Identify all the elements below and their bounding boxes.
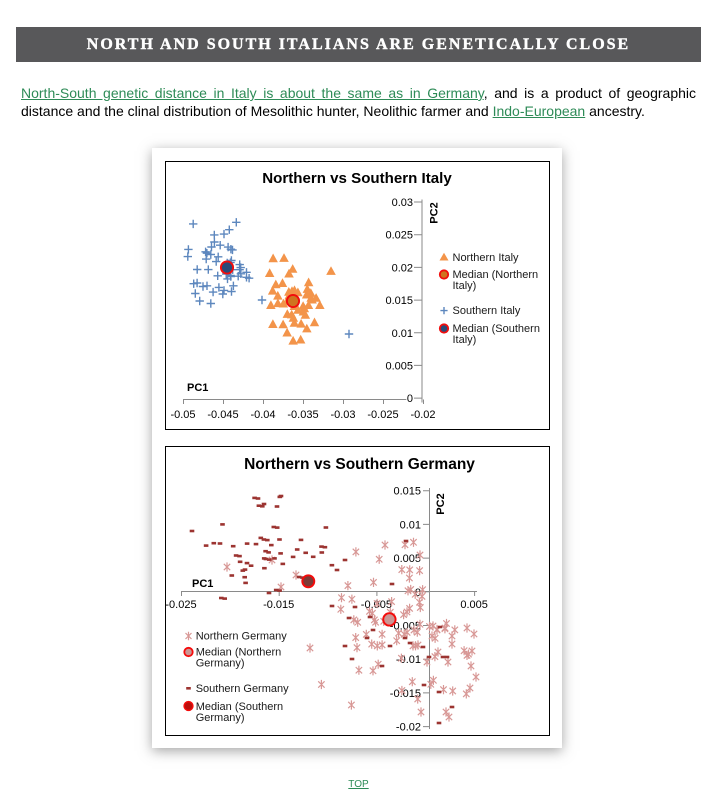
svg-text:0.005: 0.005 — [393, 553, 421, 565]
svg-text:0.025: 0.025 — [385, 230, 413, 242]
svg-text:0.005: 0.005 — [460, 599, 488, 611]
svg-text:PC1: PC1 — [187, 382, 208, 394]
svg-text:0: 0 — [407, 393, 413, 405]
svg-text:PC2: PC2 — [429, 202, 441, 223]
svg-text:Northern vs Southern Germany: Northern vs Southern Germany — [244, 456, 475, 473]
svg-text:Northern vs Southern Italy: Northern vs Southern Italy — [262, 170, 452, 187]
svg-text:0.015: 0.015 — [393, 486, 421, 498]
svg-text:Southern Germany: Southern Germany — [196, 683, 289, 695]
svg-text:-0.015: -0.015 — [263, 599, 294, 611]
svg-text:-0.02: -0.02 — [396, 722, 421, 734]
svg-text:-0.045: -0.045 — [207, 409, 238, 421]
svg-text:-0.04: -0.04 — [250, 409, 275, 421]
svg-text:Median (Northern: Median (Northern — [196, 647, 282, 659]
svg-text:-0.025: -0.025 — [367, 409, 398, 421]
svg-text:Germany): Germany) — [196, 658, 245, 670]
svg-text:Italy): Italy) — [453, 334, 477, 346]
svg-text:Germany): Germany) — [196, 712, 245, 724]
svg-text:Median (Southern: Median (Southern — [453, 323, 540, 335]
svg-text:0.02: 0.02 — [392, 262, 413, 274]
svg-text:-0.035: -0.035 — [287, 409, 318, 421]
svg-text:Southern Italy: Southern Italy — [453, 305, 521, 317]
svg-text:Italy): Italy) — [453, 280, 477, 292]
svg-text:0.01: 0.01 — [400, 519, 421, 531]
svg-text:-0.03: -0.03 — [330, 409, 355, 421]
svg-text:Median (Northern: Median (Northern — [453, 269, 539, 281]
svg-text:0.015: 0.015 — [385, 295, 413, 307]
svg-text:Median (Southern: Median (Southern — [196, 701, 283, 713]
svg-text:Northern Germany: Northern Germany — [196, 631, 288, 643]
svg-text:0.01: 0.01 — [392, 328, 413, 340]
svg-text:0.005: 0.005 — [385, 360, 413, 372]
svg-text:Northern Italy: Northern Italy — [453, 252, 520, 264]
svg-text:-0.015: -0.015 — [390, 688, 421, 700]
svg-text:-0.025: -0.025 — [165, 599, 196, 611]
svg-text:-0.02: -0.02 — [410, 409, 435, 421]
svg-text:PC1: PC1 — [192, 578, 213, 590]
svg-text:0.03: 0.03 — [392, 197, 413, 209]
svg-text:0: 0 — [415, 587, 421, 599]
svg-text:PC2: PC2 — [435, 493, 447, 514]
svg-text:-0.05: -0.05 — [170, 409, 195, 421]
